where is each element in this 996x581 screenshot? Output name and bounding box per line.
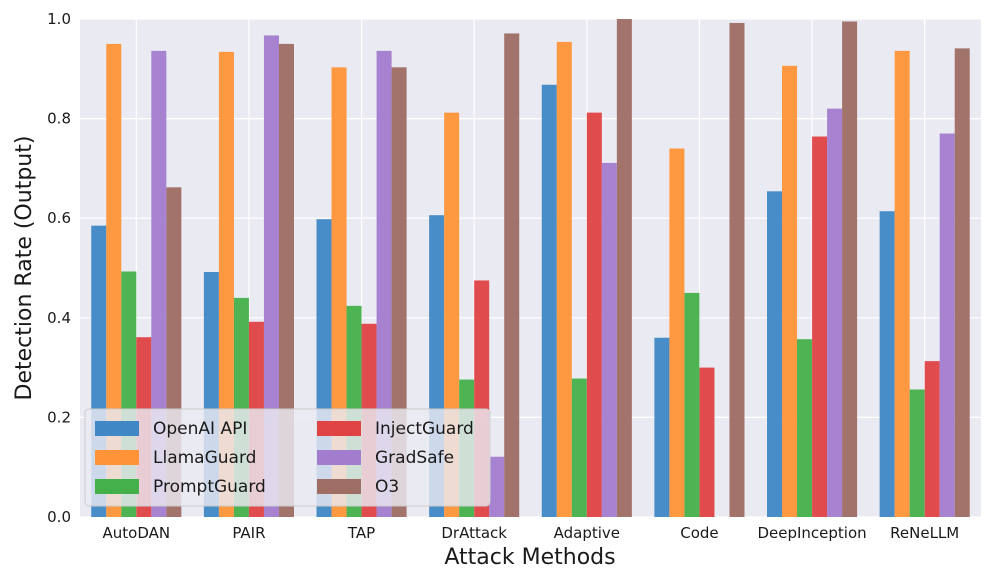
legend-box <box>84 408 491 507</box>
bar <box>218 51 234 517</box>
x-tick-label: DrAttack <box>441 524 507 542</box>
y-axis-ticks: 0.0 0.2 0.4 0.6 0.8 1.0 <box>47 10 71 526</box>
x-tick-label: AutoDAN <box>103 524 171 542</box>
y-tick-label: 0.2 <box>47 408 71 426</box>
bar <box>504 33 520 517</box>
x-tick-label: PAIR <box>232 524 265 542</box>
legend-swatch <box>317 479 361 494</box>
legend-swatch <box>95 479 139 494</box>
bar <box>556 41 572 518</box>
bar <box>489 456 505 517</box>
bar <box>106 43 122 518</box>
y-tick-label: 0.0 <box>47 508 71 526</box>
bar <box>699 367 715 517</box>
bar <box>586 112 602 518</box>
bar <box>954 48 970 518</box>
bar <box>684 292 700 517</box>
legend-swatch <box>95 421 139 436</box>
x-tick-label: ReNeLLM <box>890 524 959 542</box>
bar <box>601 162 617 517</box>
bar <box>391 67 407 517</box>
bar <box>331 67 347 517</box>
legend-label: OpenAI API <box>153 419 247 439</box>
bar <box>541 84 557 518</box>
y-tick-label: 1.0 <box>47 10 71 28</box>
bar <box>729 22 745 517</box>
x-tick-label: TAP <box>347 524 375 542</box>
bar <box>571 378 587 517</box>
bar <box>654 337 670 517</box>
x-tick-label: Code <box>680 524 718 542</box>
bar <box>376 50 392 517</box>
bar <box>812 136 828 517</box>
bar <box>894 50 910 517</box>
bar <box>842 21 858 518</box>
legend-swatch <box>317 421 361 436</box>
y-tick-label: 0.6 <box>47 209 71 227</box>
legend-swatch <box>317 450 361 465</box>
bar <box>924 361 940 517</box>
bar <box>669 148 685 518</box>
bar <box>939 133 955 518</box>
bar <box>782 65 798 517</box>
legend-label: LlamaGuard <box>153 448 256 468</box>
x-tick-label: Adaptive <box>554 524 620 542</box>
x-axis-title: Attack Methods <box>444 545 615 570</box>
x-axis-ticks: AutoDAN PAIR TAP DrAttack Adaptive Code DeepIn… <box>103 524 960 542</box>
bar <box>909 389 925 517</box>
bar <box>797 339 813 517</box>
legend-label: InjectGuard <box>375 419 474 439</box>
bar <box>263 35 279 518</box>
y-axis-title: Detection Rate (Output) <box>12 136 37 401</box>
bar <box>278 43 294 518</box>
legend-label: PromptGuard <box>153 477 266 497</box>
bar <box>827 108 843 517</box>
bar <box>616 19 632 517</box>
bar <box>767 191 783 518</box>
legend-label: GradSafe <box>375 448 454 468</box>
x-tick-label: DeepInception <box>757 524 866 542</box>
y-tick-label: 0.8 <box>47 110 71 128</box>
bar <box>879 211 895 517</box>
bar <box>151 50 167 517</box>
y-tick-label: 0.4 <box>47 309 71 327</box>
legend-label: O3 <box>375 477 399 497</box>
legend: OpenAI API LlamaGuard PromptGuard InjectGua… <box>84 408 491 507</box>
legend-swatch <box>95 450 139 465</box>
